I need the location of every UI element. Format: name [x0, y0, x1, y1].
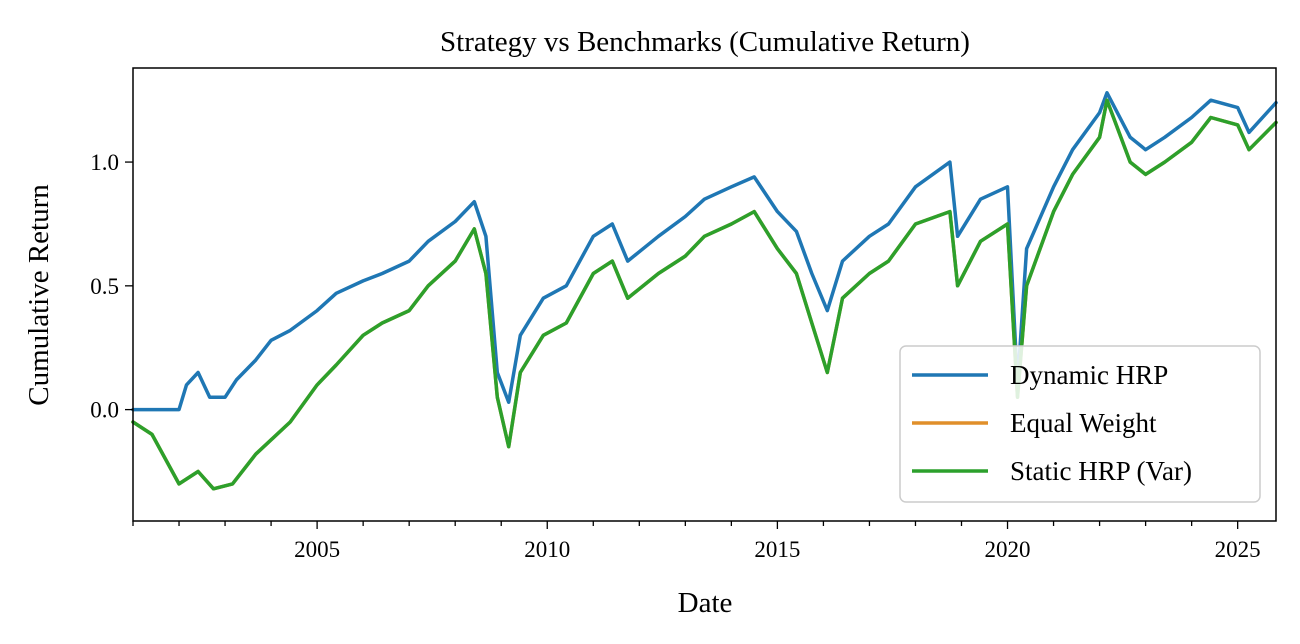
x-axis: 2005 2010 2015 2020 2025: [132, 521, 1261, 562]
y-axis: 0.0 0.5 1.0: [90, 150, 133, 423]
legend-label-dynamic-hrp: Dynamic HRP: [1010, 360, 1168, 390]
x-tick-label: 2010: [524, 537, 570, 562]
chart-title: Strategy vs Benchmarks (Cumulative Retur…: [440, 26, 970, 58]
legend-label-equal-weight: Equal Weight: [1010, 408, 1157, 438]
series-line-static-hrp-var: [131, 98, 1278, 491]
legend-label-static-hrp: Static HRP (Var): [1010, 456, 1192, 486]
y-tick-label: 0.0: [90, 398, 119, 423]
y-tick-label: 0.5: [90, 274, 119, 299]
series-layer: [131, 91, 1278, 491]
y-tick-label: 1.0: [90, 150, 119, 175]
y-axis-title: Cumulative Return: [23, 184, 55, 406]
plot-frame: [132, 67, 1277, 522]
series-line-dynamic-hrp: [131, 91, 1278, 412]
legend-box: [899, 345, 1261, 503]
x-tick-label: 2015: [754, 537, 800, 562]
legend: Dynamic HRP Equal Weight Static HRP (Var…: [899, 345, 1261, 503]
x-axis-title: Date: [678, 587, 733, 619]
x-tick-label: 2020: [985, 537, 1031, 562]
x-tick-label: 2025: [1215, 537, 1261, 562]
x-tick-label: 2005: [294, 537, 340, 562]
